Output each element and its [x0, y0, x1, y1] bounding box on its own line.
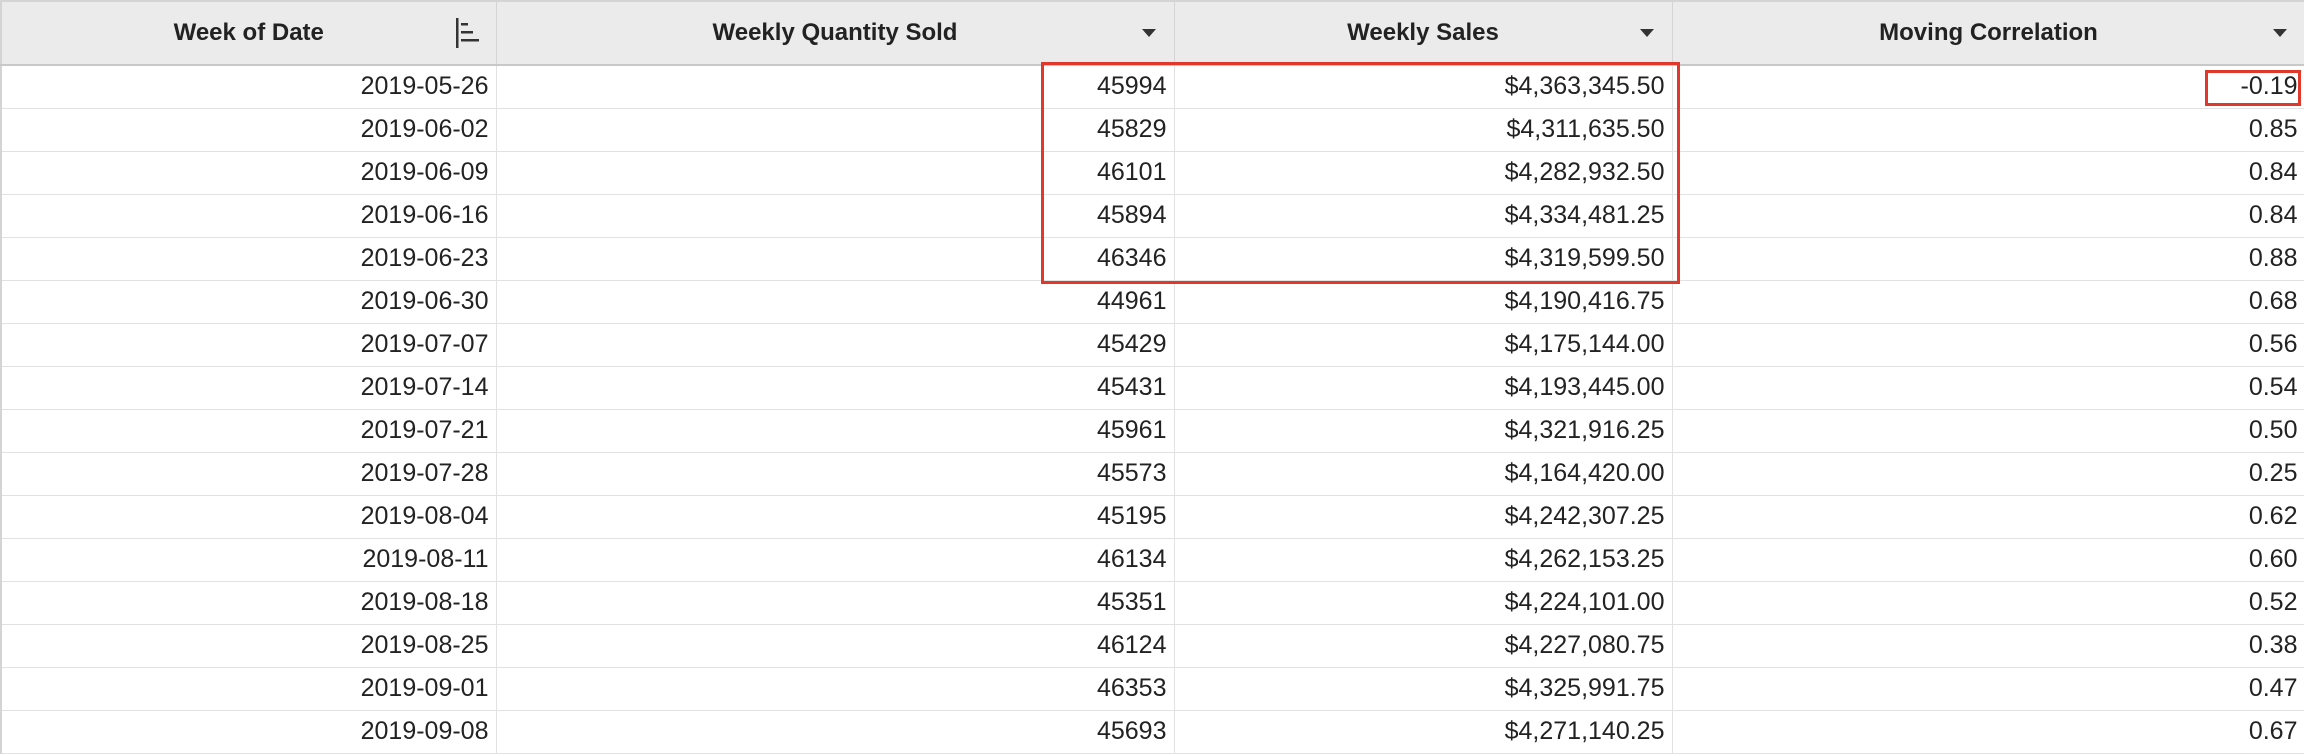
cell-weekly-quantity-sold[interactable]: 46134 [495, 538, 1175, 582]
cell-moving-correlation[interactable]: -0.19 [1671, 65, 2304, 109]
cell-week-of-date[interactable]: 2019-06-23 [0, 237, 497, 281]
cell-week-of-date[interactable]: 2019-08-04 [0, 495, 497, 539]
table-row[interactable]: 2019-08-25 46124 $4,227,080.75 0.38 [0, 624, 2304, 668]
cell-moving-correlation[interactable]: 0.88 [1671, 237, 2304, 281]
cell-week-of-date[interactable]: 2019-08-25 [0, 624, 497, 668]
cell-week-of-date[interactable]: 2019-07-07 [0, 323, 497, 367]
cell-week-of-date[interactable]: 2019-06-02 [0, 108, 497, 152]
column-header-label: Weekly Sales [1347, 19, 1499, 46]
cell-moving-correlation[interactable]: 0.25 [1671, 452, 2304, 496]
cell-weekly-quantity-sold[interactable]: 45693 [495, 710, 1175, 754]
cell-weekly-quantity-sold[interactable]: 45994 [495, 65, 1175, 109]
cell-weekly-sales[interactable]: $4,262,153.25 [1173, 538, 1673, 582]
cell-week-of-date[interactable]: 2019-06-30 [0, 280, 497, 324]
column-header-moving-correlation[interactable]: Moving Correlation [1671, 0, 2304, 66]
cell-weekly-sales[interactable]: $4,282,932.50 [1173, 151, 1673, 195]
sort-bars-icon[interactable] [454, 16, 484, 50]
table-row[interactable]: 2019-06-23 46346 $4,319,599.50 0.88 [0, 237, 2304, 281]
cell-weekly-sales[interactable]: $4,334,481.25 [1173, 194, 1673, 238]
cell-moving-correlation[interactable]: 0.54 [1671, 366, 2304, 410]
cell-weekly-quantity-sold[interactable]: 45829 [495, 108, 1175, 152]
cell-weekly-sales[interactable]: $4,227,080.75 [1173, 624, 1673, 668]
cell-moving-correlation[interactable]: 0.56 [1671, 323, 2304, 367]
table-row[interactable]: 2019-07-28 45573 $4,164,420.00 0.25 [0, 452, 2304, 496]
cell-moving-correlation[interactable]: 0.52 [1671, 581, 2304, 625]
cell-week-of-date[interactable]: 2019-09-01 [0, 667, 497, 711]
cell-weekly-quantity-sold[interactable]: 46101 [495, 151, 1175, 195]
cell-moving-correlation[interactable]: 0.67 [1671, 710, 2304, 754]
table-row[interactable]: 2019-07-14 45431 $4,193,445.00 0.54 [0, 366, 2304, 410]
cell-moving-correlation[interactable]: 0.84 [1671, 151, 2304, 195]
table-row[interactable]: 2019-07-21 45961 $4,321,916.25 0.50 [0, 409, 2304, 453]
table-row[interactable]: 2019-06-02 45829 $4,311,635.50 0.85 [0, 108, 2304, 152]
cell-week-of-date[interactable]: 2019-07-21 [0, 409, 497, 453]
table-body: 2019-05-26 45994 $4,363,345.50 -0.19 2019-06… [0, 65, 2304, 754]
cell-moving-correlation[interactable]: 0.84 [1671, 194, 2304, 238]
table-row[interactable]: 2019-07-07 45429 $4,175,144.00 0.56 [0, 323, 2304, 367]
column-header-weekly-sales[interactable]: Weekly Sales [1173, 0, 1673, 66]
table-row[interactable]: 2019-08-18 45351 $4,224,101.00 0.52 [0, 581, 2304, 625]
column-header-week-of-date[interactable]: Week of Date [0, 0, 497, 66]
cell-weekly-sales[interactable]: $4,190,416.75 [1173, 280, 1673, 324]
cell-moving-correlation[interactable]: 0.62 [1671, 495, 2304, 539]
cell-weekly-quantity-sold[interactable]: 46353 [495, 667, 1175, 711]
cell-week-of-date[interactable]: 2019-06-16 [0, 194, 497, 238]
column-header-label: Weekly Quantity Sold [712, 19, 958, 46]
column-header-weekly-quantity-sold[interactable]: Weekly Quantity Sold [495, 0, 1175, 66]
cell-weekly-sales[interactable]: $4,224,101.00 [1173, 581, 1673, 625]
cell-weekly-sales[interactable]: $4,175,144.00 [1173, 323, 1673, 367]
cell-week-of-date[interactable]: 2019-08-11 [0, 538, 497, 582]
cell-moving-correlation[interactable]: 0.68 [1671, 280, 2304, 324]
cell-week-of-date[interactable]: 2019-09-08 [0, 710, 497, 754]
cell-weekly-quantity-sold[interactable]: 45431 [495, 366, 1175, 410]
cell-weekly-sales[interactable]: $4,319,599.50 [1173, 237, 1673, 281]
cell-weekly-sales[interactable]: $4,311,635.50 [1173, 108, 1673, 152]
cell-weekly-quantity-sold[interactable]: 45961 [495, 409, 1175, 453]
chevron-down-icon[interactable] [1639, 29, 1654, 37]
cell-weekly-quantity-sold[interactable]: 45894 [495, 194, 1175, 238]
table-row[interactable]: 2019-09-01 46353 $4,325,991.75 0.47 [0, 667, 2304, 711]
cell-weekly-sales[interactable]: $4,363,345.50 [1173, 65, 1673, 109]
table-row[interactable]: 2019-06-09 46101 $4,282,932.50 0.84 [0, 151, 2304, 195]
cell-weekly-sales[interactable]: $4,325,991.75 [1173, 667, 1673, 711]
table-row[interactable]: 2019-06-16 45894 $4,334,481.25 0.84 [0, 194, 2304, 238]
cell-moving-correlation[interactable]: 0.47 [1671, 667, 2304, 711]
cell-weekly-quantity-sold[interactable]: 45429 [495, 323, 1175, 367]
cell-week-of-date[interactable]: 2019-05-26 [0, 65, 497, 109]
cell-weekly-sales[interactable]: $4,164,420.00 [1173, 452, 1673, 496]
column-header-label: Moving Correlation [1879, 19, 2098, 46]
cell-weekly-quantity-sold[interactable]: 46346 [495, 237, 1175, 281]
table-row[interactable]: 2019-06-30 44961 $4,190,416.75 0.68 [0, 280, 2304, 324]
cell-weekly-quantity-sold[interactable]: 45573 [495, 452, 1175, 496]
cell-weekly-sales[interactable]: $4,242,307.25 [1173, 495, 1673, 539]
cell-weekly-sales[interactable]: $4,321,916.25 [1173, 409, 1673, 453]
cell-week-of-date[interactable]: 2019-07-28 [0, 452, 497, 496]
header-row: Week of Date Weekly Quantity Sold Weekly… [0, 0, 2304, 66]
chevron-down-icon[interactable] [1141, 29, 1156, 37]
table-row[interactable]: 2019-09-08 45693 $4,271,140.25 0.67 [0, 710, 2304, 754]
chevron-down-icon[interactable] [2272, 29, 2287, 37]
cell-moving-correlation[interactable]: 0.60 [1671, 538, 2304, 582]
table-row[interactable]: 2019-05-26 45994 $4,363,345.50 -0.19 [0, 65, 2304, 109]
cell-weekly-quantity-sold[interactable]: 45195 [495, 495, 1175, 539]
cell-moving-correlation[interactable]: 0.50 [1671, 409, 2304, 453]
cell-weekly-sales[interactable]: $4,193,445.00 [1173, 366, 1673, 410]
cell-moving-correlation[interactable]: 0.38 [1671, 624, 2304, 668]
cell-weekly-sales[interactable]: $4,271,140.25 [1173, 710, 1673, 754]
cell-weekly-quantity-sold[interactable]: 46124 [495, 624, 1175, 668]
cell-week-of-date[interactable]: 2019-08-18 [0, 581, 497, 625]
table-row[interactable]: 2019-08-04 45195 $4,242,307.25 0.62 [0, 495, 2304, 539]
cell-week-of-date[interactable]: 2019-07-14 [0, 366, 497, 410]
cell-weekly-quantity-sold[interactable]: 44961 [495, 280, 1175, 324]
cell-weekly-quantity-sold[interactable]: 45351 [495, 581, 1175, 625]
column-header-label: Week of Date [173, 19, 324, 46]
cell-week-of-date[interactable]: 2019-06-09 [0, 151, 497, 195]
cell-moving-correlation[interactable]: 0.85 [1671, 108, 2304, 152]
table-row[interactable]: 2019-08-11 46134 $4,262,153.25 0.60 [0, 538, 2304, 582]
